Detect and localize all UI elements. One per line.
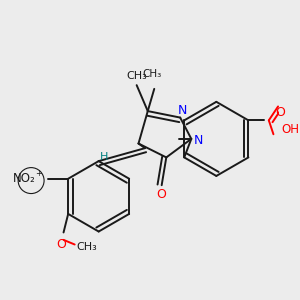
Text: O: O: [275, 106, 285, 119]
Text: O: O: [56, 238, 66, 251]
Text: CH₃: CH₃: [76, 242, 97, 252]
Text: NO₂: NO₂: [13, 172, 36, 185]
Text: N: N: [177, 104, 187, 117]
Text: OH: OH: [282, 123, 300, 136]
Text: CH₃: CH₃: [143, 69, 162, 79]
Text: H: H: [100, 152, 108, 162]
Text: O: O: [157, 188, 166, 201]
Text: +: +: [35, 169, 42, 178]
Text: CH₃: CH₃: [126, 71, 147, 81]
Text: N: N: [194, 134, 203, 147]
